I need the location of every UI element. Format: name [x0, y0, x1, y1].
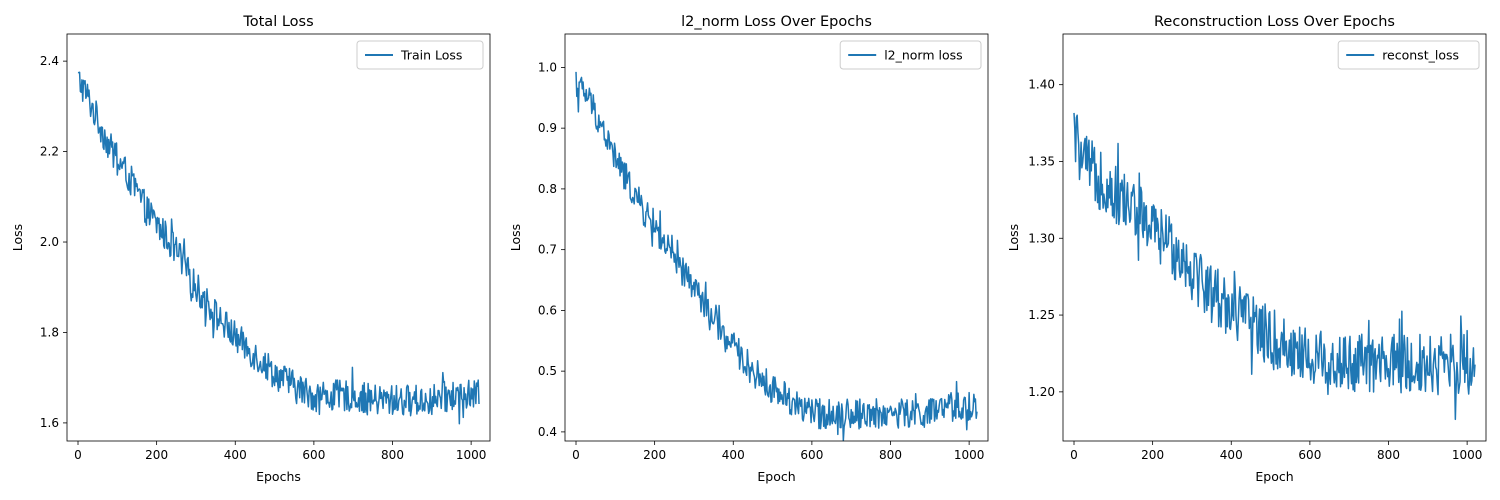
y-axis-label: Loss: [508, 224, 523, 251]
x-tick-label: 1000: [954, 448, 985, 462]
x-tick-label: 400: [722, 448, 745, 462]
chart-title: Total Loss: [242, 14, 313, 30]
legend-box: [356, 40, 484, 70]
x-tick-label: 600: [800, 448, 823, 462]
y-tick-label: 0.4: [538, 425, 557, 439]
y-tick-label: 2.2: [40, 145, 59, 159]
x-tick-label: 600: [1298, 448, 1321, 462]
legend-label: l2_norm loss: [884, 48, 962, 63]
x-tick-label: 800: [1377, 448, 1400, 462]
y-tick-label: 1.40: [1028, 78, 1055, 92]
chart-panel-1: Total Loss 0 200 400 600 800 1000 1.6 1.8 2.0 2.2 2…: [10, 14, 491, 484]
x-tick-label: 1000: [456, 448, 487, 462]
y-tick-label: 0.7: [538, 243, 557, 257]
x-tick-label: 800: [879, 448, 902, 462]
y-tick-label: 0.5: [538, 364, 557, 378]
chart-panel-3: Reconstruction Loss Over Epochs 0 200 400 60…: [1006, 14, 1487, 484]
series-line-1: [1073, 112, 1476, 421]
x-tick-label: 0: [1070, 448, 1078, 462]
x-axis-label: Epoch: [1255, 469, 1293, 484]
x-tick-label: 600: [302, 448, 325, 462]
x-tick-label: 400: [224, 448, 247, 462]
plot-frame: [66, 33, 491, 442]
series-line-1: [575, 71, 978, 442]
x-tick-label: 0: [572, 448, 580, 462]
x-tick-label: 800: [381, 448, 404, 462]
chart-title: l2_norm Loss Over Epochs: [681, 14, 872, 30]
series-line-1: [77, 71, 480, 425]
y-tick-label: 2.0: [40, 235, 59, 249]
x-tick-label: 200: [145, 448, 168, 462]
chart-title: Reconstruction Loss Over Epochs: [1154, 14, 1395, 30]
legend-label: reconst_loss: [1382, 48, 1459, 63]
x-axis-label: Epochs: [256, 469, 301, 484]
x-axis-label: Epoch: [757, 469, 795, 484]
legend: Train Loss: [356, 40, 484, 70]
y-tick-label: 1.0: [538, 60, 557, 74]
legend: reconst_loss: [1337, 40, 1480, 70]
y-tick-label: 2.4: [40, 54, 59, 68]
y-tick-label: 0.6: [538, 303, 557, 317]
y-tick-label: 1.35: [1028, 154, 1055, 168]
x-tick-label: 400: [1220, 448, 1243, 462]
y-tick-label: 1.8: [40, 325, 59, 339]
legend: l2_norm loss: [839, 40, 982, 70]
plot-frame: [564, 33, 989, 442]
y-tick-label: 1.30: [1028, 231, 1055, 245]
legend-label: Train Loss: [400, 48, 462, 63]
legend-box: [839, 40, 982, 70]
y-axis-label: Loss: [1006, 224, 1021, 251]
legend-box: [1337, 40, 1480, 70]
x-tick-label: 200: [1141, 448, 1164, 462]
x-tick-label: 0: [74, 448, 82, 462]
y-tick-label: 0.8: [538, 182, 557, 196]
y-axis-label: Loss: [10, 224, 25, 251]
y-tick-label: 0.9: [538, 121, 557, 135]
y-tick-label: 1.6: [40, 416, 59, 430]
plot-frame: [1062, 33, 1487, 442]
chart-panel-2: l2_norm Loss Over Epochs 0 200 400 600 800 100…: [508, 14, 989, 484]
x-tick-label: 1000: [1452, 448, 1483, 462]
x-tick-label: 200: [643, 448, 666, 462]
y-tick-label: 1.25: [1028, 308, 1055, 322]
y-tick-label: 1.20: [1028, 385, 1055, 399]
